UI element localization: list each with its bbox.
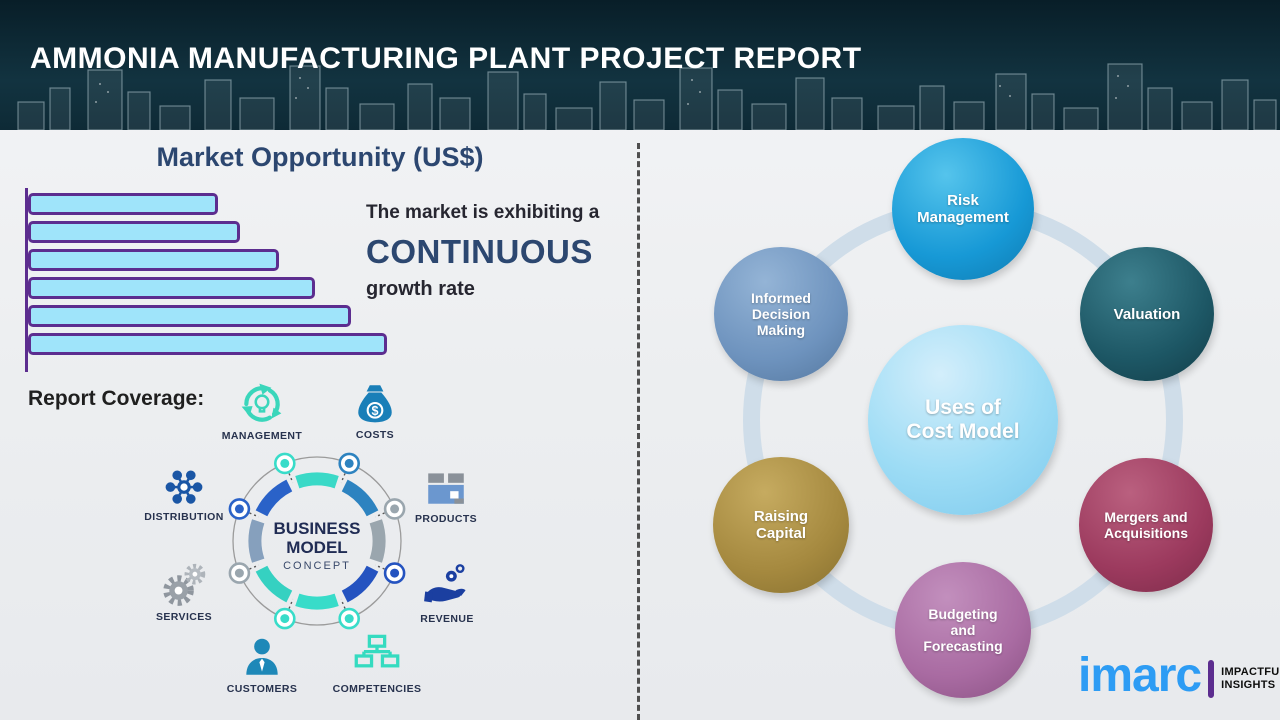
product-box-icon: [428, 473, 464, 504]
bar-chart-axis: [25, 188, 28, 372]
coverage-item-label: CUSTOMERS: [226, 683, 298, 695]
logo-tagline: IMPACTFUL INSIGHTS: [1221, 666, 1280, 692]
coverage-item-distribution: DISTRIBUTION: [132, 462, 236, 523]
org-chart-icon: [354, 634, 400, 668]
growth-statement-emphasis: CONTINUOUS: [366, 233, 593, 270]
bar: [28, 249, 279, 271]
gears-icon: [163, 563, 206, 606]
business-model-title-line2: MODEL: [286, 538, 347, 557]
growth-statement: The market is exhibiting a CONTINUOUS gr…: [366, 202, 636, 301]
coverage-item-label: DISTRIBUTION: [144, 511, 224, 523]
city-skyline-graphic: [17, 63, 1277, 130]
growth-statement-line2: growth rate: [366, 278, 475, 300]
node-mergers-and-acquisitions: Mergers and Acquisitions: [1079, 458, 1213, 592]
coverage-item-label: PRODUCTS: [414, 513, 478, 525]
business-model-concept-diagram: BUSINESS MODEL CONCEPT: [228, 452, 406, 630]
coverage-item-label: SERVICES: [155, 611, 213, 623]
node-budgeting-and-forecasting: Budgeting and Forecasting: [895, 562, 1031, 698]
bar: [28, 221, 240, 243]
coverage-item-revenue: REVENUE: [395, 562, 499, 625]
coverage-item-customers: CUSTOMERS: [210, 634, 314, 695]
diagram-nodes: [228, 452, 406, 630]
node-raising-capital: Raising Capital: [713, 457, 849, 593]
logo-tagline-line1: IMPACTFUL: [1221, 665, 1280, 678]
bar: [28, 193, 218, 215]
node-informed-decision-making: Informed Decision Making: [714, 247, 848, 381]
coverage-item-competencies: COMPETENCIES: [325, 632, 429, 695]
header-banner: AMMONIA MANUFACTURING PLANT PROJECT REPO…: [0, 0, 1280, 130]
bar: [28, 305, 351, 327]
network-hub-icon: [165, 470, 203, 504]
node-valuation: Valuation: [1080, 247, 1214, 381]
coverage-item-label: COMPETENCIES: [332, 683, 422, 695]
person-icon: [246, 638, 278, 675]
imarc-wordmark: imarc: [1078, 649, 1202, 702]
dashed-divider: [637, 143, 640, 720]
market-opportunity-title: Market Opportunity (US$): [156, 142, 484, 172]
market-opportunity-bar-chart: [28, 193, 387, 361]
node-uses-of-cost-model: Uses of Cost Model: [868, 325, 1058, 515]
logo-divider-bar: [1208, 660, 1215, 698]
coverage-item-label: MANAGEMENT: [221, 430, 303, 442]
logo-tagline-line2: INSIGHTS: [1221, 679, 1276, 691]
growth-statement-line1: The market is exhibiting a: [366, 202, 600, 223]
bar: [28, 277, 315, 299]
management-cycle-icon: [241, 383, 282, 422]
report-coverage-label: Report Coverage:: [28, 387, 205, 410]
page-title: AMMONIA MANUFACTURING PLANT PROJECT REPO…: [30, 42, 862, 75]
money-bag-icon: $: [358, 385, 392, 423]
coverage-item-services: SERVICES: [132, 560, 236, 623]
uses-of-cost-model-diagram: Uses of Cost Model Risk Management Valua…: [640, 130, 1280, 720]
hand-coins-icon: [424, 564, 466, 603]
coverage-item-products: PRODUCTS: [394, 464, 498, 525]
bar: [28, 333, 387, 355]
coverage-item-management: MANAGEMENT: [210, 381, 314, 442]
coverage-item-label: COSTS: [355, 429, 395, 441]
business-model-subtitle: CONCEPT: [283, 560, 351, 572]
imarc-logo: imarc IMPACTFUL INSIGHTS: [1078, 652, 1280, 700]
coverage-item-costs: $ COSTS: [323, 380, 427, 441]
business-model-title-line1: BUSINESS: [274, 519, 361, 538]
node-risk-management: Risk Management: [892, 138, 1034, 280]
svg-text:$: $: [372, 404, 379, 418]
coverage-item-label: REVENUE: [420, 613, 474, 625]
